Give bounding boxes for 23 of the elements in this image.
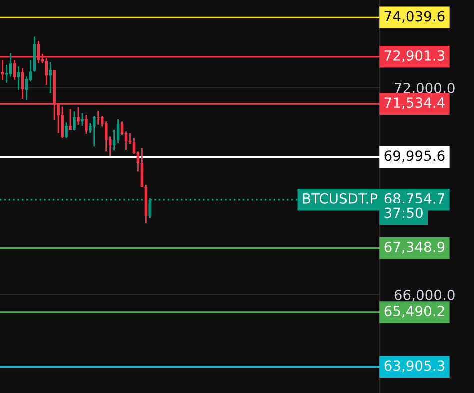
candlestick [77, 106, 80, 126]
candlestick [85, 114, 88, 135]
candlestick [116, 118, 120, 144]
candlestick [96, 110, 100, 126]
ref-line-label: 74,039.6 [384, 11, 445, 24]
candlestick [140, 148, 144, 188]
ref-line-label: 72,901.3 [384, 50, 445, 62]
y-tick-label: 72,000.0 [395, 82, 455, 95]
ref-line-label: 71,534.4 [384, 98, 445, 110]
ref-line-label: 63,905.3 [384, 360, 445, 373]
candlestick [49, 62, 52, 94]
ref-line-label: 69,995.6 [384, 150, 445, 163]
ref-line-label: 68,754.7 [384, 193, 444, 206]
y-tick-label: 66,000.0 [394, 290, 455, 302]
candlestick [13, 59, 16, 81]
annotation: BTCUSDT.P [303, 193, 378, 204]
ref-line-label: 65,490.2 [384, 306, 444, 318]
text: 37:50 [384, 208, 423, 218]
candlestick [73, 110, 76, 132]
candlestick [93, 115, 96, 148]
candlestick [69, 108, 72, 131]
ref-line-label: 67,348.9 [384, 242, 445, 254]
candlestick [65, 122, 68, 139]
